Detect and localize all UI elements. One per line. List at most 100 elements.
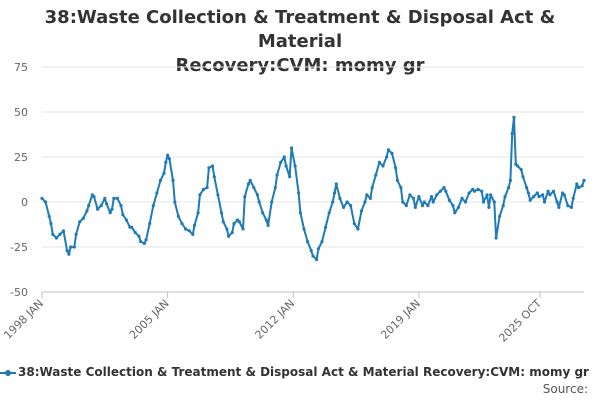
data-point[interactable] — [173, 200, 177, 204]
data-point[interactable] — [187, 229, 191, 233]
data-point[interactable] — [472, 189, 477, 193]
data-point[interactable] — [105, 202, 109, 206]
data-point[interactable] — [78, 220, 82, 224]
data-point[interactable] — [302, 227, 306, 231]
data-point[interactable] — [413, 205, 417, 209]
data-point[interactable] — [435, 193, 439, 197]
data-point[interactable] — [180, 222, 184, 226]
data-point[interactable] — [577, 186, 581, 190]
data-point[interactable] — [349, 204, 353, 208]
data-point[interactable] — [320, 240, 324, 244]
data-point[interactable] — [542, 200, 547, 204]
data-point[interactable] — [404, 204, 408, 208]
data-point[interactable] — [356, 227, 360, 231]
data-point[interactable] — [241, 227, 245, 231]
data-point[interactable] — [327, 211, 331, 215]
data-point[interactable] — [216, 193, 220, 197]
data-point[interactable] — [155, 191, 159, 195]
data-point[interactable] — [248, 178, 252, 182]
data-point[interactable] — [476, 187, 480, 191]
data-point[interactable] — [74, 232, 78, 236]
data-point[interactable] — [422, 200, 426, 204]
data-point[interactable] — [575, 182, 579, 186]
data-point[interactable] — [293, 164, 297, 168]
data-point[interactable] — [429, 195, 434, 199]
data-point[interactable] — [508, 178, 512, 182]
data-point[interactable] — [54, 236, 59, 240]
data-point[interactable] — [225, 227, 229, 231]
data-point[interactable] — [345, 200, 349, 204]
data-point[interactable] — [480, 189, 484, 193]
data-point[interactable] — [365, 193, 369, 197]
data-point[interactable] — [331, 200, 335, 204]
data-point[interactable] — [399, 186, 403, 190]
data-point[interactable] — [119, 204, 123, 208]
data-point[interactable] — [167, 157, 171, 161]
data-point[interactable] — [243, 195, 247, 199]
data-point[interactable] — [219, 211, 224, 215]
data-point[interactable] — [537, 195, 541, 199]
data-point[interactable] — [374, 173, 378, 177]
data-point[interactable] — [85, 209, 89, 213]
data-point[interactable] — [571, 196, 575, 200]
data-point[interactable] — [191, 232, 195, 236]
data-point[interactable] — [158, 178, 163, 182]
data-point[interactable] — [456, 205, 460, 209]
data-point[interactable] — [548, 193, 552, 197]
data-point[interactable] — [151, 204, 155, 208]
data-point[interactable] — [144, 238, 148, 242]
data-point[interactable] — [368, 196, 372, 200]
data-point[interactable] — [201, 187, 206, 191]
data-point[interactable] — [230, 231, 234, 235]
data-point[interactable] — [555, 200, 559, 204]
data-point[interactable] — [139, 240, 143, 244]
data-point[interactable] — [370, 186, 374, 190]
data-point[interactable] — [324, 225, 328, 229]
data-point[interactable] — [81, 216, 85, 220]
data-point[interactable] — [516, 164, 520, 168]
data-point[interactable] — [255, 193, 259, 197]
data-point[interactable] — [246, 182, 250, 186]
data-point[interactable] — [221, 220, 225, 224]
data-point[interactable] — [580, 184, 584, 188]
data-point[interactable] — [519, 168, 523, 172]
data-point[interactable] — [460, 196, 464, 200]
data-point[interactable] — [252, 186, 256, 190]
data-point[interactable] — [401, 200, 405, 204]
data-point[interactable] — [306, 240, 310, 244]
data-point[interactable] — [532, 195, 536, 199]
data-point[interactable] — [551, 189, 556, 193]
data-point[interactable] — [492, 200, 496, 204]
data-point[interactable] — [297, 191, 301, 195]
data-point[interactable] — [130, 225, 134, 229]
data-point[interactable] — [444, 189, 448, 193]
data-point[interactable] — [115, 196, 119, 200]
data-point[interactable] — [261, 211, 265, 215]
data-point[interactable] — [385, 155, 389, 159]
data-point[interactable] — [359, 209, 364, 213]
data-point[interactable] — [381, 164, 385, 168]
data-point[interactable] — [341, 205, 346, 209]
data-point[interactable] — [112, 196, 116, 200]
data-point[interactable] — [557, 205, 561, 209]
data-point[interactable] — [315, 258, 319, 262]
legend[interactable]: 38:Waste Collection & Treatment & Dispos… — [0, 365, 600, 379]
data-point[interactable] — [453, 211, 457, 215]
data-point[interactable] — [498, 214, 502, 218]
data-point[interactable] — [309, 249, 313, 253]
data-point[interactable] — [171, 178, 175, 182]
data-point[interactable] — [535, 191, 539, 195]
data-point[interactable] — [442, 186, 446, 190]
data-point[interactable] — [279, 160, 283, 164]
data-point[interactable] — [481, 200, 486, 204]
data-point[interactable] — [494, 236, 498, 240]
data-point[interactable] — [72, 245, 76, 249]
data-point[interactable] — [282, 155, 286, 159]
data-point[interactable] — [108, 211, 112, 215]
data-point[interactable] — [463, 200, 468, 204]
data-point[interactable] — [485, 193, 489, 197]
data-point[interactable] — [270, 200, 274, 204]
data-point[interactable] — [426, 204, 430, 208]
data-point[interactable] — [137, 234, 141, 238]
data-point[interactable] — [103, 196, 107, 200]
